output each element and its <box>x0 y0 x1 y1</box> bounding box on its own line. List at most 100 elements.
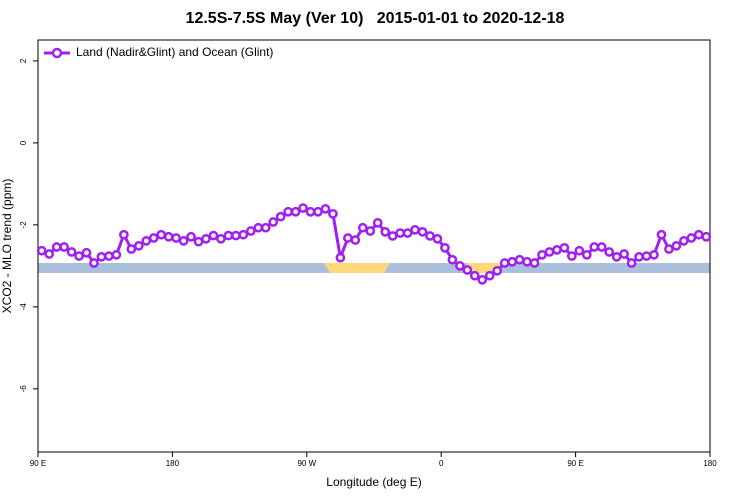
data-point <box>671 240 682 251</box>
data-point <box>298 203 308 213</box>
data-point <box>447 254 458 265</box>
data-point <box>395 228 405 238</box>
data-point <box>387 231 398 241</box>
data-point <box>357 222 368 233</box>
x-tick-label: 90 E <box>567 459 583 468</box>
land-patch <box>324 263 390 273</box>
data-point <box>245 226 256 236</box>
data-point <box>223 230 234 241</box>
data-point <box>402 228 413 238</box>
data-point <box>604 247 615 257</box>
data-point <box>469 270 480 281</box>
data-point <box>619 249 629 259</box>
data-point <box>462 265 473 275</box>
data-point <box>305 206 316 217</box>
data-point <box>283 206 293 217</box>
legend-label: Land (Nadir&Glint) and Ocean (Glint) <box>76 45 273 59</box>
x-tick-label: 180 <box>703 459 717 468</box>
data-point <box>372 217 383 228</box>
data-point <box>410 224 420 235</box>
data-point <box>484 270 495 281</box>
x-tick-label: 90 W <box>297 459 316 468</box>
data-point <box>111 249 122 260</box>
data-point <box>51 242 62 252</box>
data-point <box>231 230 241 241</box>
data-point <box>126 244 137 254</box>
data-point <box>656 229 667 240</box>
x-tick-label: 180 <box>166 459 180 468</box>
data-point <box>275 211 286 222</box>
data-point <box>581 249 592 260</box>
data-point <box>559 242 570 253</box>
data-point <box>432 233 443 244</box>
x-tick-label: 0 <box>439 459 444 468</box>
data-point <box>216 233 226 244</box>
data-point <box>499 258 510 268</box>
data-point <box>679 236 689 246</box>
data-point <box>611 252 622 262</box>
data-point <box>365 226 376 236</box>
data-point <box>477 274 488 285</box>
data-point <box>343 233 353 243</box>
legend-marker <box>51 47 63 59</box>
data-point <box>507 256 517 267</box>
data-point <box>201 233 211 244</box>
data-point <box>171 233 181 243</box>
data-point <box>253 222 264 233</box>
data-point <box>350 235 361 245</box>
data-point <box>589 242 600 252</box>
data-point <box>335 252 346 263</box>
data-point <box>81 247 92 258</box>
data-point <box>96 252 107 262</box>
data-point <box>36 245 47 256</box>
data-point <box>492 265 503 276</box>
data-point <box>537 249 547 260</box>
data-point <box>104 251 114 261</box>
data-point <box>156 229 167 240</box>
data-point <box>701 231 712 242</box>
data-point <box>380 227 391 237</box>
data-point <box>290 206 301 217</box>
y-tick-label: 2 <box>19 58 28 63</box>
data-point <box>59 242 69 252</box>
data-point <box>649 249 659 260</box>
x-tick-label: 90 E <box>30 459 46 468</box>
data-point <box>119 229 129 240</box>
data-point <box>634 252 644 262</box>
data-point <box>178 236 189 246</box>
y-tick-label: -6 <box>19 385 28 393</box>
data-point <box>552 245 562 255</box>
data-point <box>417 227 428 237</box>
data-point <box>455 261 465 271</box>
data-point <box>313 206 323 217</box>
data-point <box>133 240 144 251</box>
data-point <box>320 204 331 214</box>
data-point <box>514 254 525 265</box>
data-point <box>193 236 204 247</box>
land-ocean-band <box>38 263 710 273</box>
data-point <box>328 208 338 219</box>
data-point <box>626 258 637 268</box>
data-point <box>440 242 450 253</box>
data-point <box>74 251 84 261</box>
x-axis-label: Longitude (deg E) <box>326 475 421 489</box>
data-point <box>664 244 674 254</box>
data-point <box>208 230 219 241</box>
data-point <box>260 222 271 233</box>
data-point <box>425 231 435 241</box>
y-tick-label: -4 <box>19 303 28 311</box>
data-point <box>529 258 540 268</box>
data-point <box>686 233 697 243</box>
y-axis-label: XCO2 - MLO trend (ppm) <box>0 179 14 314</box>
chart-title: 12.5S-7.5S May (Ver 10) 2015-01-01 to 20… <box>186 10 565 27</box>
y-tick-label: 0 <box>19 140 28 145</box>
data-point <box>66 247 77 257</box>
data-point <box>186 231 196 242</box>
data-point <box>44 249 55 259</box>
data-point <box>574 245 585 256</box>
data-point <box>522 256 532 267</box>
data-point <box>641 251 652 261</box>
data-point <box>238 229 249 240</box>
